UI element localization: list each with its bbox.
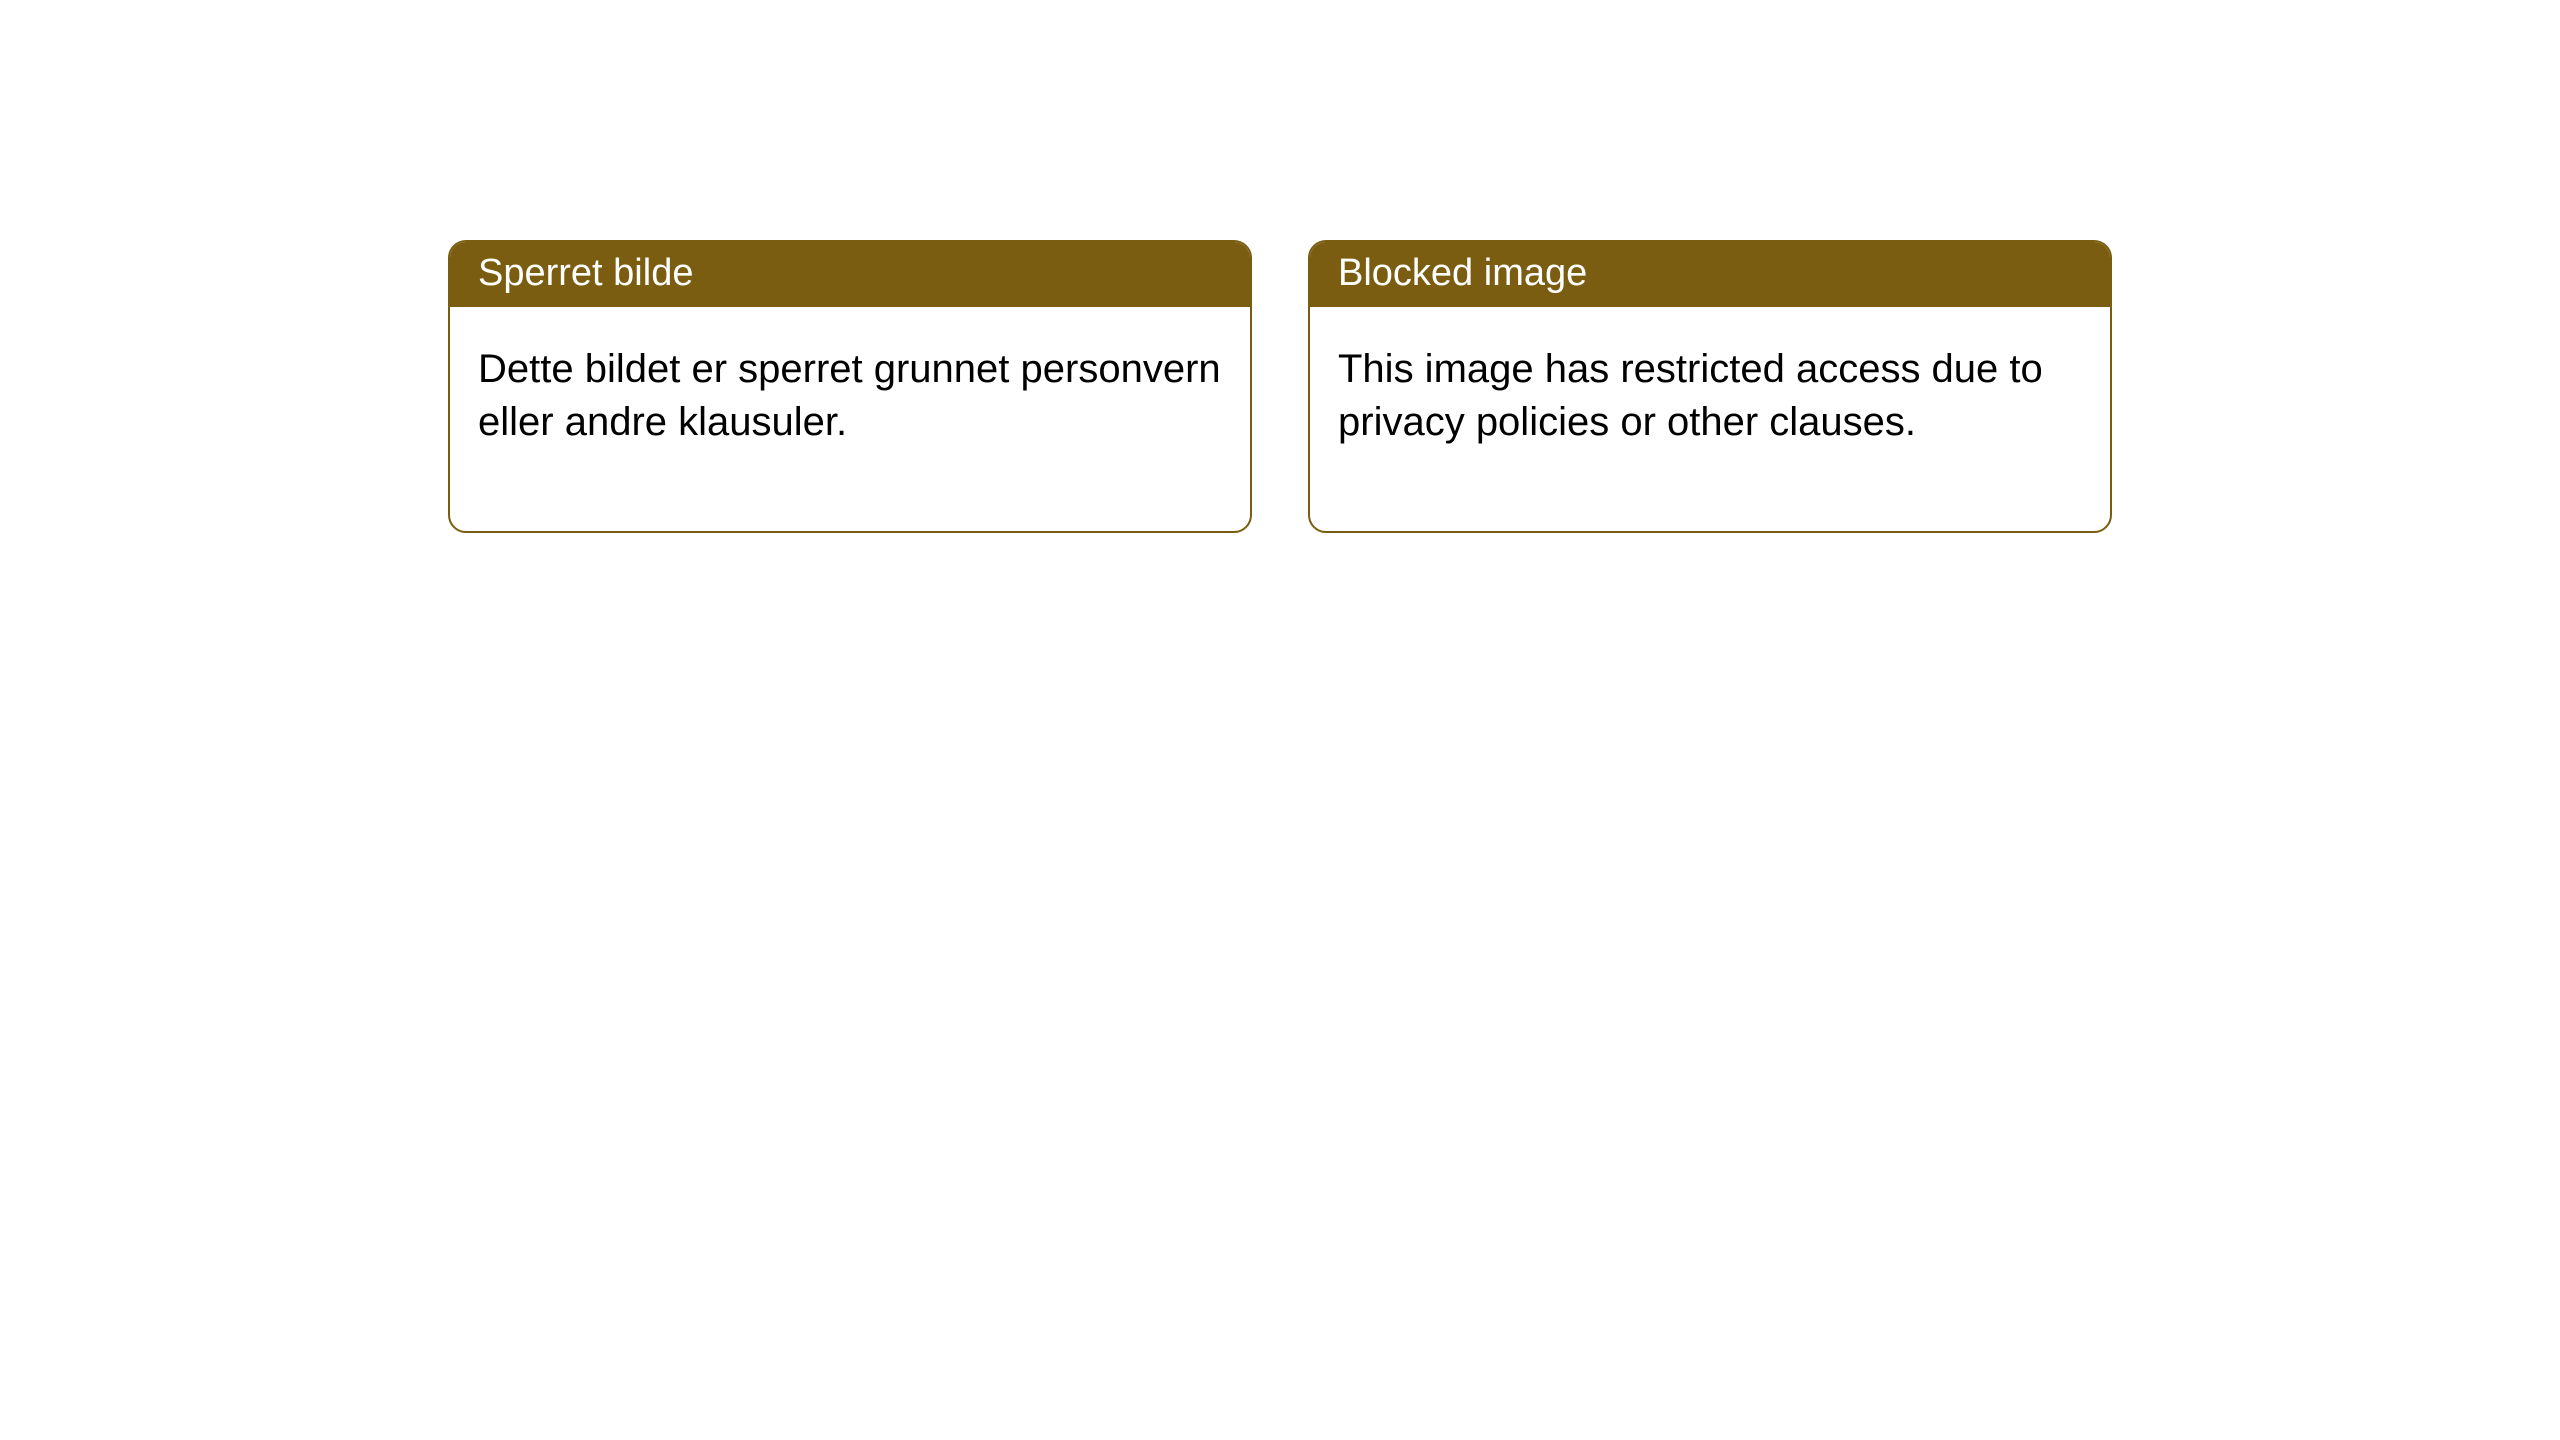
notice-title-english: Blocked image	[1310, 242, 2110, 307]
notice-body-english: This image has restricted access due to …	[1310, 307, 2110, 531]
notice-card-english: Blocked image This image has restricted …	[1308, 240, 2112, 533]
notice-container: Sperret bilde Dette bildet er sperret gr…	[0, 0, 2560, 533]
notice-card-norwegian: Sperret bilde Dette bildet er sperret gr…	[448, 240, 1252, 533]
notice-body-norwegian: Dette bildet er sperret grunnet personve…	[450, 307, 1250, 531]
notice-title-norwegian: Sperret bilde	[450, 242, 1250, 307]
